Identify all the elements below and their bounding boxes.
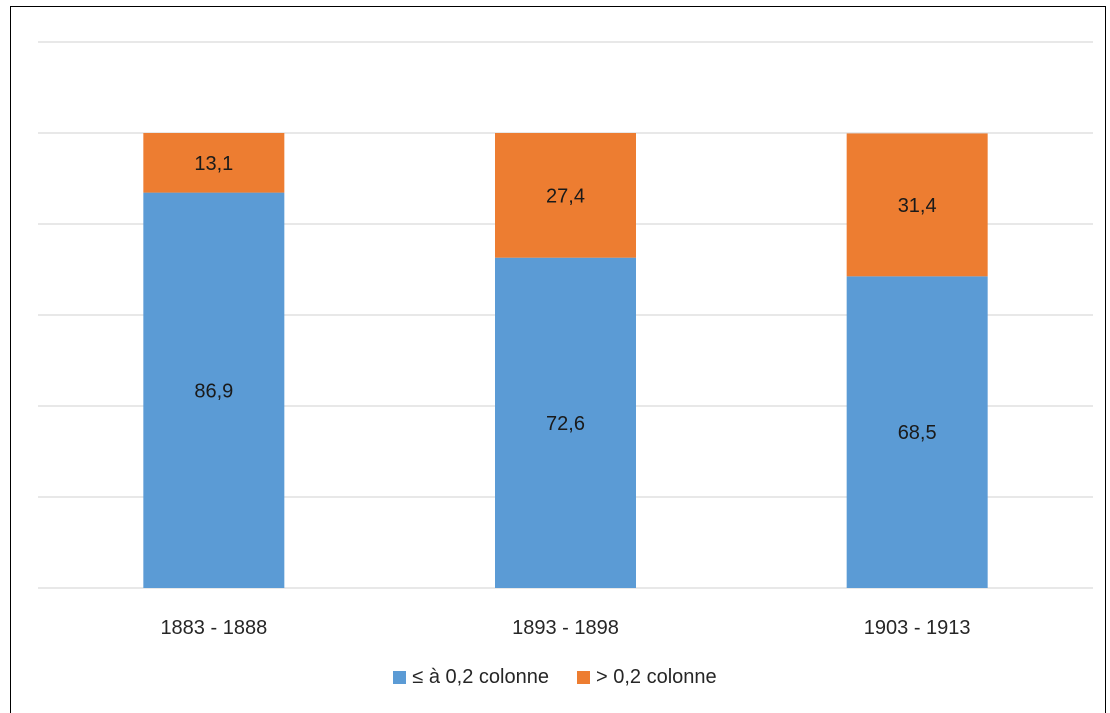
bar-segment — [846, 133, 988, 277]
data-label: 31,4 — [898, 195, 937, 217]
legend-label-series-1: ≤ à 0,2 colonne — [412, 666, 549, 688]
legend-label-series-2: > 0,2 colonne — [595, 666, 717, 688]
data-label: 13,1 — [194, 153, 233, 175]
data-label: 27,4 — [546, 185, 585, 207]
bar-segment — [143, 192, 285, 589]
legend-item-series-2: > 0,2 colonne — [576, 666, 717, 689]
legend: ≤ à 0,2 colonne > 0,2 colonne — [0, 666, 1110, 689]
data-label: 72,6 — [546, 413, 585, 435]
bar-segment — [143, 133, 285, 193]
data-label: 86,9 — [194, 380, 233, 402]
legend-swatch-series-1 — [393, 671, 407, 684]
x-tick-label: 1903 - 1913 — [864, 617, 971, 639]
x-tick-label: 1893 - 1898 — [512, 617, 619, 639]
x-tick-label: 1883 - 1888 — [160, 617, 267, 639]
bar-segment — [495, 257, 636, 588]
bar-segment — [846, 276, 988, 588]
legend-swatch-series-2 — [576, 671, 590, 684]
bar-segment — [495, 133, 636, 258]
legend-item-series-1: ≤ à 0,2 colonne — [393, 666, 549, 689]
data-label: 68,5 — [898, 422, 937, 444]
